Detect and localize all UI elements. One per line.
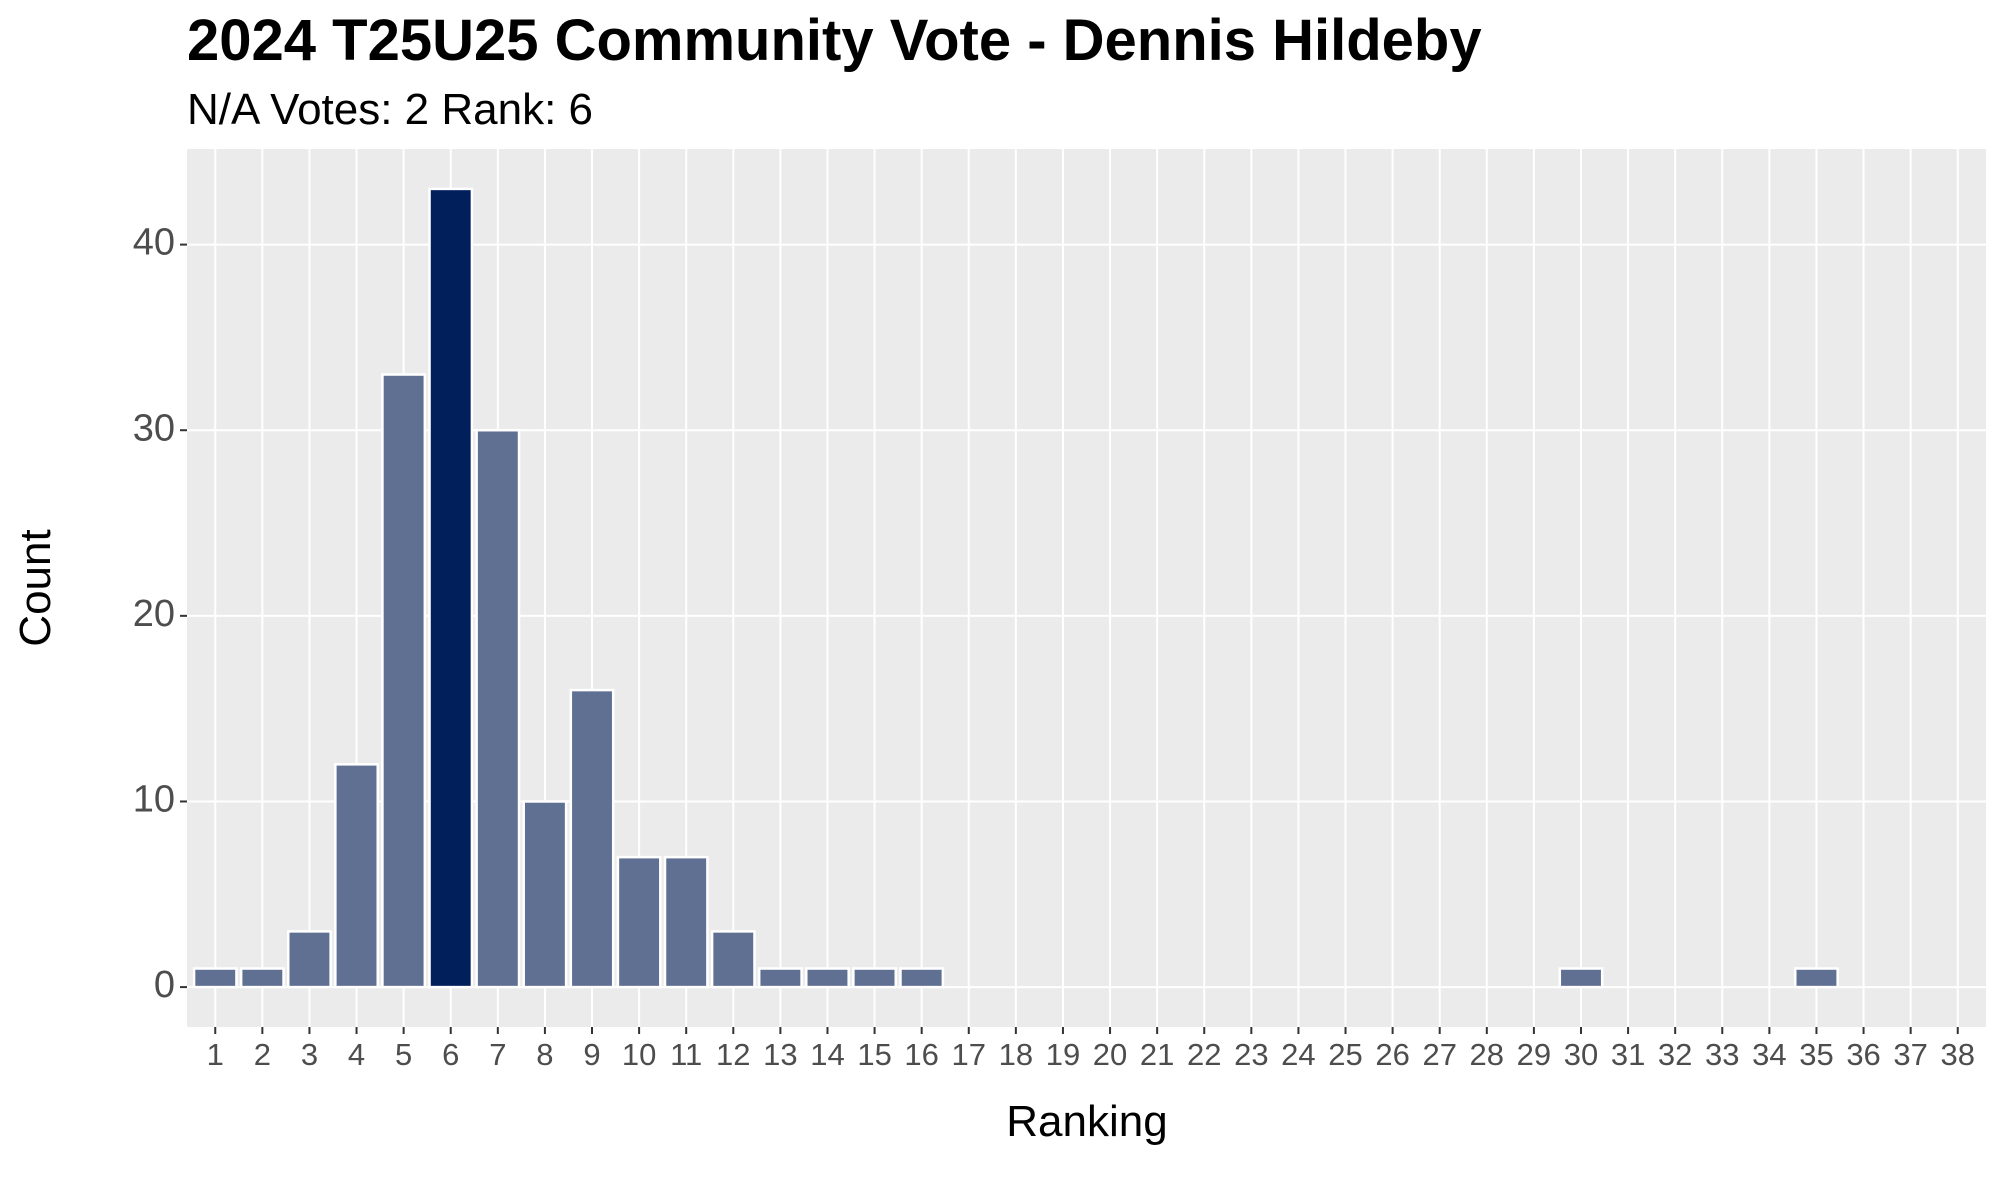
bar [475,428,521,989]
y-tick-label: 30 [133,407,175,449]
x-tick-label: 27 [1422,1037,1456,1072]
y-axis-title: Count [11,529,60,646]
x-tick-label: 23 [1234,1037,1268,1072]
x-tick-label: 35 [1799,1037,1833,1072]
x-tick-label: 10 [622,1037,656,1072]
x-tick-label: 34 [1752,1037,1786,1072]
y-tick-label: 0 [154,964,175,1006]
bar [522,800,568,989]
bar [1794,967,1839,989]
bar [428,187,474,989]
x-tick-label: 33 [1705,1037,1739,1072]
x-tick-label: 32 [1658,1037,1692,1072]
x-tick-label: 1 [207,1037,224,1072]
x-tick-label: 2 [254,1037,271,1072]
x-tick-label: 5 [395,1037,412,1072]
bar [899,967,945,989]
x-tick-label: 13 [763,1037,797,1072]
x-axis-title: Ranking [1006,1097,1167,1146]
bar [1558,967,1604,989]
bar [805,967,850,989]
x-tick-label: 31 [1611,1037,1645,1072]
x-tick-label: 38 [1941,1037,1975,1072]
x-tick-label: 16 [904,1037,938,1072]
bar [334,763,379,989]
x-tick-label: 4 [348,1037,365,1072]
x-tick-label: 12 [716,1037,750,1072]
x-tick-label: 37 [1893,1037,1927,1072]
y-tick-label: 20 [133,593,175,635]
x-tick-label: 11 [670,1037,702,1072]
x-tick-label: 18 [999,1037,1033,1072]
x-tick-label: 36 [1846,1037,1880,1072]
bar [757,967,803,989]
x-tick-label: 7 [489,1037,506,1072]
bar [192,967,238,989]
x-tick-label: 25 [1328,1037,1362,1072]
x-tick-label: 6 [442,1037,459,1072]
bar [710,930,756,989]
x-tick-label: 24 [1281,1037,1315,1072]
x-tick-label: 28 [1470,1037,1504,1072]
bar [569,688,615,989]
x-tick-label: 22 [1187,1037,1221,1072]
x-tick-label: 26 [1375,1037,1409,1072]
x-tick-label: 29 [1517,1037,1551,1072]
x-tick-label: 30 [1564,1037,1598,1072]
x-tick-label: 14 [810,1037,844,1072]
chart-subtitle: N/A Votes: 2 Rank: 6 [187,85,593,134]
x-tick-label: 17 [952,1037,986,1072]
bar [616,855,662,989]
x-tick-label: 15 [857,1037,891,1072]
bar [381,373,427,989]
bar [852,967,898,989]
x-tick-label: 21 [1140,1037,1174,1072]
bar [663,855,709,989]
y-tick-label: 10 [133,778,175,820]
x-tick-label: 9 [583,1037,600,1072]
bars [192,187,1839,989]
x-tick-label: 19 [1046,1037,1080,1072]
bar [287,930,332,989]
x-tick-label: 8 [536,1037,553,1072]
y-tick-label: 40 [133,222,175,264]
x-tick-label: 20 [1093,1037,1127,1072]
chart-title: 2024 T25U25 Community Vote - Dennis Hild… [187,8,1482,73]
bar [239,967,285,989]
x-tick-label: 3 [301,1037,318,1072]
